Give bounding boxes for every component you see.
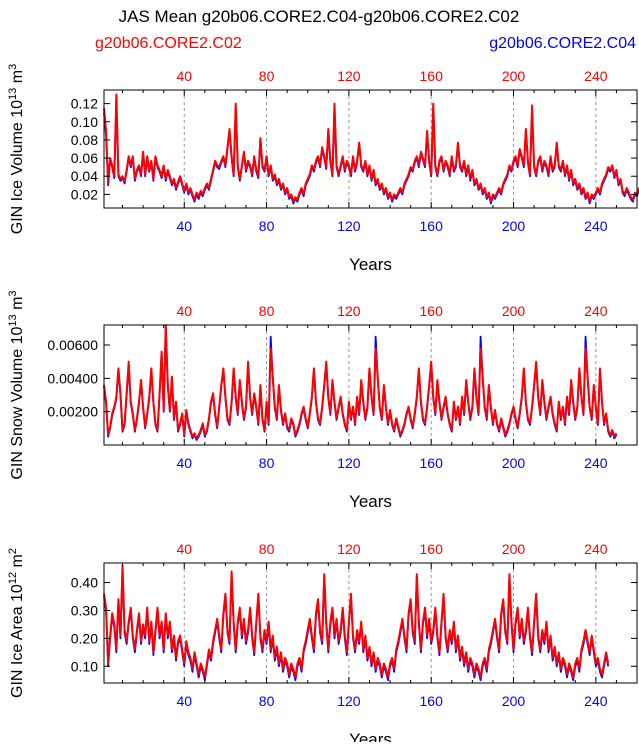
y-tick-label: 0.06 — [71, 150, 98, 166]
y-tick-label: 0.40 — [71, 575, 98, 591]
x-tick-label-top: 200 — [502, 541, 526, 557]
series-line-c02 — [103, 324, 618, 440]
x-tick-label-top: 40 — [176, 303, 192, 319]
x-tick-label-top: 40 — [176, 68, 192, 84]
y-axis-label: GIN Ice Volume 1013 m3 — [7, 64, 26, 234]
x-tick-label-bottom: 160 — [420, 693, 444, 709]
y-axis-label: GIN Snow Volume 1013 m3 — [7, 290, 26, 479]
x-tick-label-bottom: 80 — [259, 218, 275, 234]
x-tick-label-top: 120 — [337, 303, 361, 319]
x-tick-label-bottom: 240 — [584, 455, 608, 471]
x-tick-label-bottom: 120 — [337, 693, 361, 709]
series-line-c04 — [103, 567, 610, 682]
x-tick-label-top: 80 — [259, 303, 275, 319]
x-tick-label-bottom: 200 — [502, 218, 526, 234]
y-tick-label: 0.02 — [71, 186, 98, 202]
series-line-c02 — [103, 564, 610, 679]
x-tick-label-top: 80 — [259, 68, 275, 84]
x-tick-label-top: 240 — [584, 303, 608, 319]
x-tick-label-top: 200 — [502, 68, 526, 84]
series-line-c02 — [103, 93, 639, 203]
legend-run-c02: g20b06.CORE2.C02 — [95, 35, 242, 52]
x-tick-label-top: 120 — [337, 541, 361, 557]
x-tick-label-bottom: 160 — [420, 455, 444, 471]
x-tick-label-bottom: 80 — [259, 455, 275, 471]
x-tick-label-bottom: 120 — [337, 455, 361, 471]
y-tick-label: 0.04 — [71, 168, 98, 184]
x-tick-label-bottom: 160 — [420, 218, 444, 234]
legend-run-c04: g20b06.CORE2.C04 — [489, 35, 636, 52]
y-tick-label: 0.00200 — [47, 404, 98, 420]
plot-frame — [103, 89, 638, 209]
x-axis-label: Years — [349, 730, 392, 742]
y-tick-label: 0.30 — [71, 602, 98, 618]
x-tick-label-bottom: 40 — [176, 455, 192, 471]
x-tick-label-top: 160 — [420, 541, 444, 557]
y-tick-label: 0.00600 — [47, 337, 98, 353]
figure-title: JAS Mean g20b06.CORE2.C04-g20b06.CORE2.C… — [119, 7, 520, 26]
x-tick-label-top: 160 — [420, 303, 444, 319]
x-tick-label-top: 240 — [584, 541, 608, 557]
panel-snow_volume: 40 40 80 80 120 120 160 160 200 200 240 240 0.00200 0… — [7, 290, 638, 511]
y-tick-label: 0.10 — [71, 114, 98, 130]
x-tick-label-bottom: 40 — [176, 693, 192, 709]
x-tick-label-top: 120 — [337, 68, 361, 84]
x-tick-label-top: 160 — [420, 68, 444, 84]
x-tick-label-bottom: 40 — [176, 218, 192, 234]
x-tick-label-top: 240 — [584, 68, 608, 84]
y-tick-label: 0.12 — [71, 96, 98, 112]
y-tick-label: 0.20 — [71, 630, 98, 646]
x-tick-label-bottom: 240 — [584, 218, 608, 234]
y-tick-label: 0.08 — [71, 132, 98, 148]
panel-ice_area: 40 40 80 80 120 120 160 160 200 200 240 240 0.10 0.20… — [7, 541, 638, 747]
x-tick-label-bottom: 120 — [337, 218, 361, 234]
x-axis-label: Years — [349, 255, 392, 274]
x-tick-label-bottom: 200 — [502, 455, 526, 471]
x-tick-label-top: 80 — [259, 541, 275, 557]
panel-ice_volume: 40 40 80 80 120 120 160 160 200 200 240 240 0.02 0.04… — [7, 64, 639, 274]
plot-frame — [103, 562, 638, 684]
x-tick-label-top: 200 — [502, 303, 526, 319]
y-tick-label: 0.10 — [71, 658, 98, 674]
x-tick-label-bottom: 80 — [259, 693, 275, 709]
x-axis-label: Years — [349, 492, 392, 511]
x-tick-label-top: 40 — [176, 541, 192, 557]
y-tick-label: 0.00400 — [47, 370, 98, 386]
plot-frame — [103, 324, 638, 446]
x-tick-label-bottom: 240 — [584, 693, 608, 709]
x-tick-label-bottom: 200 — [502, 693, 526, 709]
y-axis-label: GIN Ice Area 1012 m2 — [7, 548, 26, 698]
